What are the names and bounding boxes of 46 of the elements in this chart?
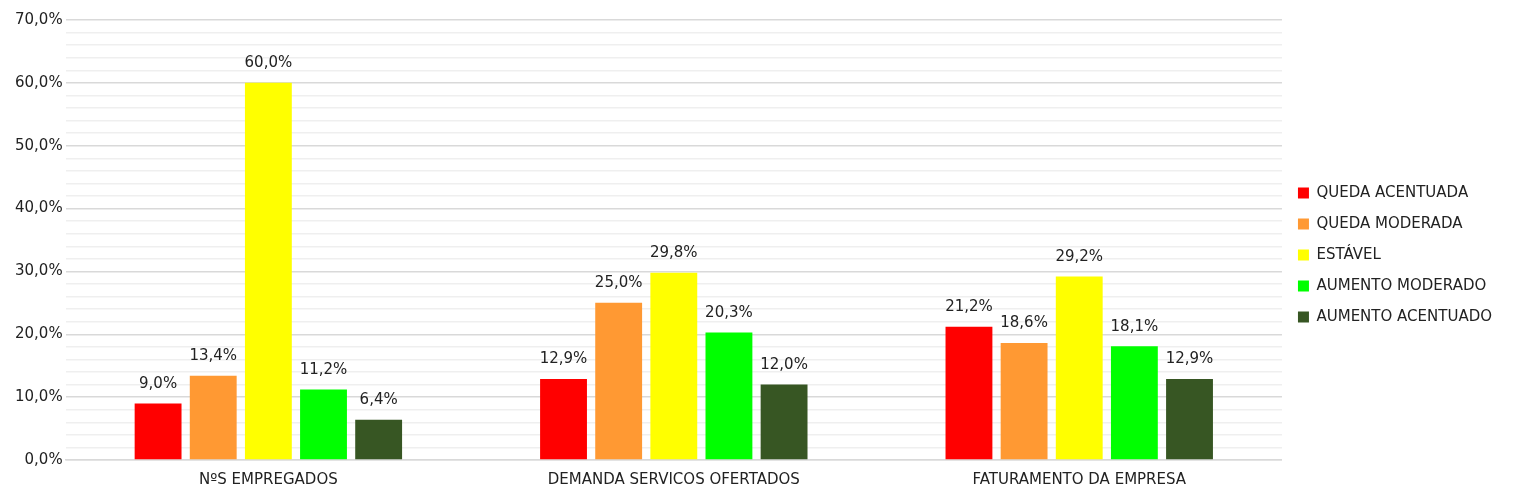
data-label: 60,0% [244, 53, 293, 72]
x-tick-label: NºS EMPREGADOS [199, 469, 338, 488]
legend-label: ESTÁVEL [1316, 243, 1382, 263]
bar [650, 272, 698, 460]
data-label: 25,0% [594, 273, 643, 292]
data-label: 13,4% [189, 346, 238, 365]
data-label: 29,2% [1055, 246, 1104, 265]
y-tick-label: 60,0% [15, 72, 63, 91]
data-label: 20,3% [705, 302, 753, 321]
bar [244, 82, 292, 460]
data-label: 29,8% [649, 243, 698, 262]
data-label: 12,9% [1165, 349, 1214, 368]
data-label: 9,0% [139, 373, 178, 392]
bar [945, 326, 993, 460]
legend-label: QUEDA MODERADA [1316, 213, 1464, 232]
bar [1110, 346, 1158, 460]
data-label: 21,2% [945, 297, 993, 316]
y-tick-label: 0,0% [24, 449, 63, 468]
data-label: 6,4% [359, 390, 398, 409]
data-label: 12,0% [760, 354, 808, 373]
data-label: 18,1% [1110, 316, 1159, 335]
y-tick-label: 40,0% [15, 198, 63, 217]
x-tick-label: DEMANDA SERVICOS OFERTADOS [547, 469, 800, 488]
bar [705, 332, 753, 460]
bar [300, 389, 347, 460]
y-tick-label: 50,0% [15, 135, 63, 154]
bar [1166, 378, 1213, 460]
bar [760, 384, 808, 460]
bar [355, 419, 403, 460]
bar [189, 375, 237, 460]
legend-label: AUMENTO ACENTUADO [1316, 306, 1492, 325]
legend-label: QUEDA ACENTUADA [1316, 182, 1469, 201]
bar [1055, 276, 1103, 460]
x-tick-label: FATURAMENTO DA EMPRESA [972, 469, 1187, 488]
data-label: 11,2% [299, 359, 348, 378]
data-label: 18,6% [1000, 313, 1048, 332]
bar [595, 302, 643, 460]
y-tick-label: 20,0% [15, 324, 63, 343]
data-label: 12,9% [539, 349, 588, 368]
y-tick-label: 10,0% [15, 387, 63, 406]
y-tick-label: 30,0% [15, 261, 63, 280]
bar [134, 403, 182, 460]
bar [540, 378, 587, 460]
legend-label: AUMENTO MODERADO [1316, 275, 1487, 294]
bar [1000, 343, 1048, 460]
y-tick-label: 70,0% [15, 9, 63, 28]
